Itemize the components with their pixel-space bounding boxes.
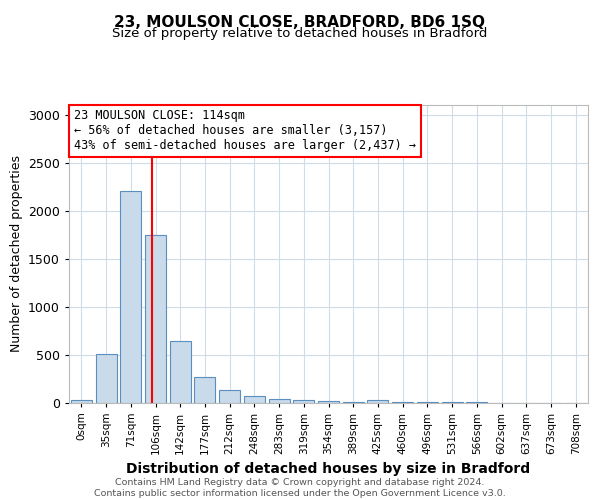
Bar <box>145 234 166 402</box>
Bar <box>95 354 116 403</box>
Bar <box>120 192 141 402</box>
Text: 23 MOULSON CLOSE: 114sqm
← 56% of detached houses are smaller (3,157)
43% of sem: 23 MOULSON CLOSE: 114sqm ← 56% of detach… <box>74 110 416 152</box>
Bar <box>293 400 314 402</box>
Text: Size of property relative to detached houses in Bradford: Size of property relative to detached ho… <box>112 28 488 40</box>
Bar <box>318 400 339 402</box>
Bar <box>367 400 388 402</box>
Bar <box>194 376 215 402</box>
Bar <box>170 341 191 402</box>
Bar <box>269 398 290 402</box>
Bar <box>71 400 92 402</box>
Bar <box>244 396 265 402</box>
Bar <box>219 390 240 402</box>
X-axis label: Distribution of detached houses by size in Bradford: Distribution of detached houses by size … <box>127 462 530 476</box>
Text: Contains HM Land Registry data © Crown copyright and database right 2024.
Contai: Contains HM Land Registry data © Crown c… <box>94 478 506 498</box>
Text: 23, MOULSON CLOSE, BRADFORD, BD6 1SQ: 23, MOULSON CLOSE, BRADFORD, BD6 1SQ <box>115 15 485 30</box>
Y-axis label: Number of detached properties: Number of detached properties <box>10 155 23 352</box>
